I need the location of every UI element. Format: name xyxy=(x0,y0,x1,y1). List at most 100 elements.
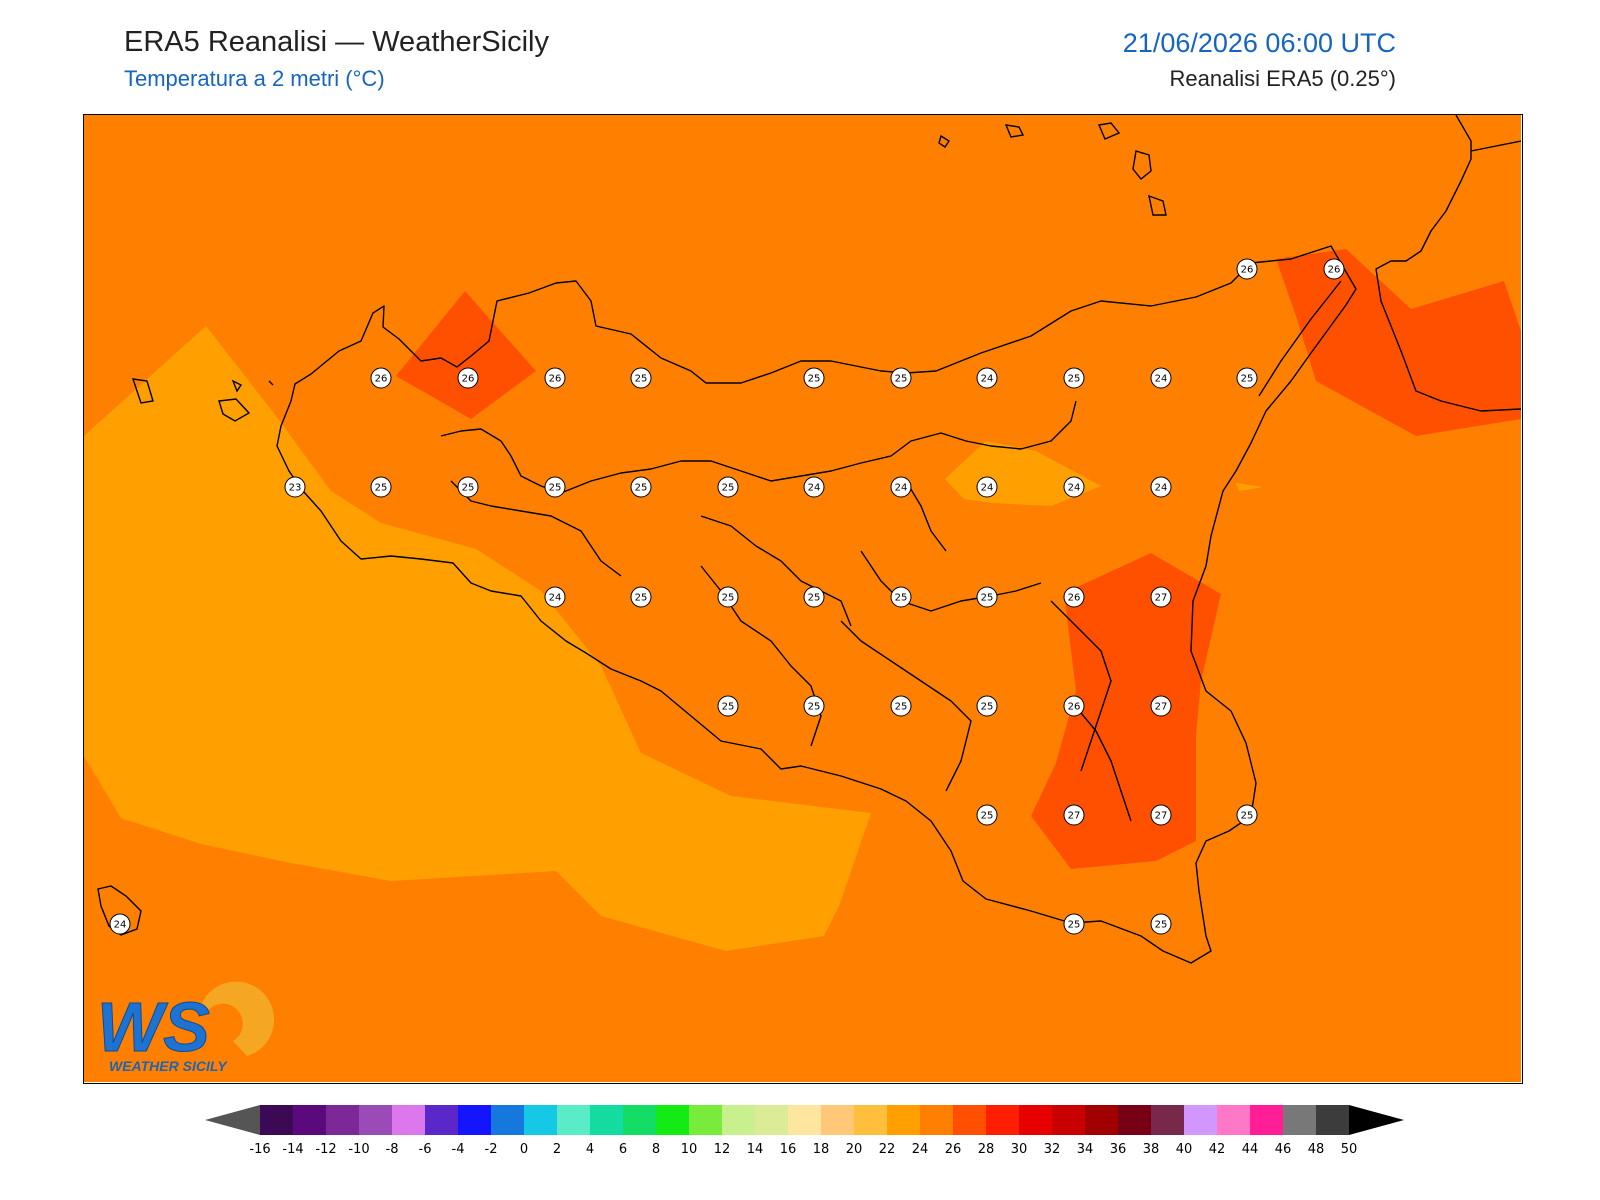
colorbar-swatch xyxy=(458,1105,491,1135)
station-marker: 25 xyxy=(890,586,912,608)
svg-text:25: 25 xyxy=(808,593,821,604)
svg-text:26: 26 xyxy=(375,374,388,385)
colorbar-tick-label: 32 xyxy=(1044,1142,1061,1157)
svg-text:27: 27 xyxy=(1155,593,1168,604)
station-marker: 25 xyxy=(1150,913,1172,935)
colorbar-swatch xyxy=(1184,1105,1217,1135)
colorbar-tick-label: 8 xyxy=(652,1142,660,1157)
colorbar-swatch xyxy=(986,1105,1019,1135)
colorbar-swatch xyxy=(1052,1105,1085,1135)
colorbar-tick-label: 2 xyxy=(553,1142,561,1157)
svg-text:25: 25 xyxy=(722,593,735,604)
svg-text:24: 24 xyxy=(981,483,994,494)
svg-text:25: 25 xyxy=(808,702,821,713)
colorbar-swatch xyxy=(260,1105,293,1135)
svg-text:26: 26 xyxy=(462,374,475,385)
station-marker: 26 xyxy=(544,367,566,389)
colorbar-swatch xyxy=(722,1105,755,1135)
station-marker: 24 xyxy=(1150,476,1172,498)
svg-text:27: 27 xyxy=(1155,702,1168,713)
station-marker: 25 xyxy=(717,476,739,498)
station-marker: 24 xyxy=(890,476,912,498)
svg-text:24: 24 xyxy=(1068,483,1081,494)
svg-text:25: 25 xyxy=(375,483,388,494)
weather-sicily-logo: WS WEATHER SICILY xyxy=(97,981,275,1074)
svg-text:24: 24 xyxy=(895,483,908,494)
colorbar-tick-label: 22 xyxy=(879,1142,896,1157)
colorbar-swatch xyxy=(788,1105,821,1135)
colorbar-swatch xyxy=(821,1105,854,1135)
colorbar-swatch xyxy=(326,1105,359,1135)
colorbar-tick-label: -4 xyxy=(452,1142,465,1157)
coastline xyxy=(276,115,1521,964)
temperature-colorbar: -16 -14 -12 -10 -8 -6 -4 -2 0 2 4 6 8 10 12 14 16 18 20 22 2… xyxy=(205,1105,1404,1170)
colorbar-swatch xyxy=(1151,1105,1184,1135)
station-marker: 25 xyxy=(630,367,652,389)
station-marker: 25 xyxy=(457,476,479,498)
colorbar-tick-label: 20 xyxy=(846,1142,863,1157)
sun-icon xyxy=(201,981,275,1056)
station-marker: 25 xyxy=(803,367,825,389)
colorbar-tick-label: 14 xyxy=(747,1142,764,1157)
colorbar-swatch xyxy=(557,1105,590,1135)
colorbar-swatch xyxy=(590,1105,623,1135)
colorbar-tick-label: 40 xyxy=(1176,1142,1193,1157)
colorbar-swatch xyxy=(689,1105,722,1135)
svg-text:26: 26 xyxy=(549,374,562,385)
colorbar-swatch xyxy=(623,1105,656,1135)
svg-text:24: 24 xyxy=(114,920,127,931)
colorbar-tick-label: 50 xyxy=(1341,1142,1358,1157)
colorbar-tick-label: 42 xyxy=(1209,1142,1226,1157)
temperature-map: 26 26 26 25 25 25 24 25 24 25 23 25 25 2… xyxy=(83,114,1523,1084)
svg-text:25: 25 xyxy=(1068,920,1081,931)
svg-text:25: 25 xyxy=(981,593,994,604)
station-marker: 25 xyxy=(1236,804,1258,826)
colorbar-swatch xyxy=(392,1105,425,1135)
station-marker: 27 xyxy=(1063,804,1085,826)
svg-text:25: 25 xyxy=(635,483,648,494)
colorbar-tick-label: -2 xyxy=(485,1142,498,1157)
svg-text:25: 25 xyxy=(808,374,821,385)
colorbar-tick-label: 48 xyxy=(1308,1142,1325,1157)
colorbar-swatch xyxy=(656,1105,689,1135)
station-marker: 24 xyxy=(976,476,998,498)
colorbar-tick-label: 16 xyxy=(780,1142,797,1157)
station-marker: 25 xyxy=(1063,913,1085,935)
colorbar-swatch xyxy=(1085,1105,1118,1135)
svg-text:25: 25 xyxy=(895,374,908,385)
colorbar-tick-label: 10 xyxy=(681,1142,698,1157)
colorbar-tick-label: -12 xyxy=(315,1142,336,1157)
svg-text:25: 25 xyxy=(981,702,994,713)
station-marker: 26 xyxy=(370,367,392,389)
colorbar-swatch xyxy=(1019,1105,1052,1135)
svg-text:25: 25 xyxy=(1241,374,1254,385)
svg-text:27: 27 xyxy=(1068,811,1081,822)
warm-zone-messina xyxy=(1276,249,1521,436)
station-marker: 27 xyxy=(1150,804,1172,826)
colorbar-tick-label: -10 xyxy=(348,1142,369,1157)
warm-zone-catania xyxy=(1031,553,1221,869)
station-marker: 24 xyxy=(1150,367,1172,389)
colorbar-under-arrow xyxy=(205,1105,260,1135)
colorbar-swatch xyxy=(953,1105,986,1135)
station-marker: 25 xyxy=(1063,367,1085,389)
station-marker: 27 xyxy=(1150,695,1172,717)
svg-text:25: 25 xyxy=(462,483,475,494)
svg-text:25: 25 xyxy=(549,483,562,494)
svg-text:24: 24 xyxy=(808,483,821,494)
station-marker: 25 xyxy=(544,476,566,498)
station-marker: 26 xyxy=(1063,586,1085,608)
map-subtitle: Temperatura a 2 metri (°C) xyxy=(124,66,385,91)
station-marker: 25 xyxy=(630,586,652,608)
map-title: ERA5 Reanalisi — WeatherSicily xyxy=(124,26,549,58)
data-source: Reanalisi ERA5 (0.25°) xyxy=(1169,66,1396,91)
station-marker: 26 xyxy=(1063,695,1085,717)
station-marker: 24 xyxy=(544,586,566,608)
station-marker: 25 xyxy=(717,695,739,717)
colorbar-tick-label: 34 xyxy=(1077,1142,1094,1157)
station-markers: 26 26 26 25 25 25 24 25 24 25 23 25 25 2… xyxy=(109,258,1345,935)
colorbar-swatch xyxy=(920,1105,953,1135)
colorbar-tick-label: 28 xyxy=(978,1142,995,1157)
colorbar-swatch xyxy=(1316,1105,1349,1135)
station-marker: 27 xyxy=(1150,586,1172,608)
